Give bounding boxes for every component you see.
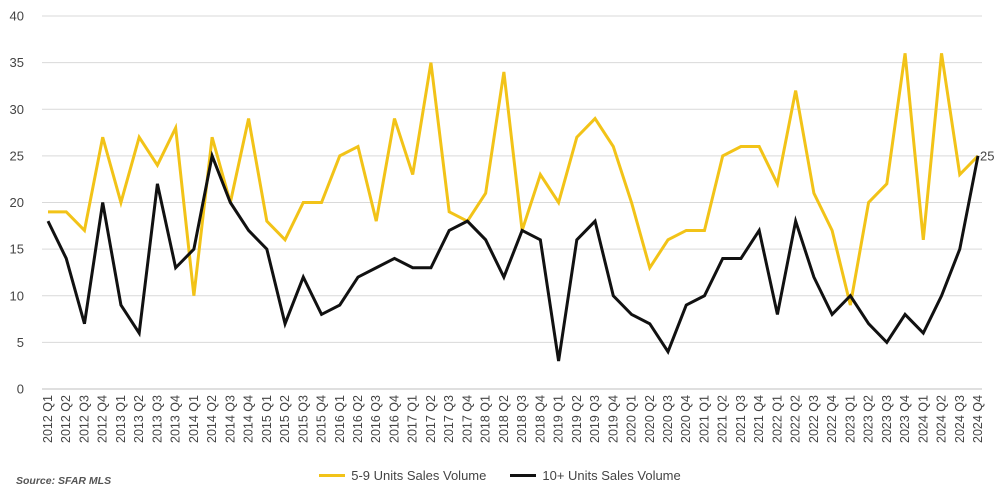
y-tick-label: 10 bbox=[10, 288, 24, 303]
y-tick-label: 25 bbox=[10, 148, 24, 163]
x-tick-label: 2014 Q3 bbox=[223, 395, 237, 443]
gridlines bbox=[42, 15, 982, 343]
legend-swatch-yellow bbox=[319, 474, 346, 477]
x-tick-label: 2021 Q1 bbox=[697, 395, 711, 443]
x-tick-label: 2017 Q4 bbox=[460, 395, 474, 443]
y-tick-label: 30 bbox=[10, 102, 24, 117]
x-tick-label: 2018 Q3 bbox=[515, 395, 529, 443]
x-tick-label: 2016 Q1 bbox=[333, 395, 347, 443]
x-tick-label: 2021 Q2 bbox=[716, 395, 730, 443]
x-tick-label: 2016 Q4 bbox=[387, 395, 401, 443]
x-tick-label: 2015 Q4 bbox=[315, 395, 329, 443]
legend-item-10-plus-units: 10+ Units Sales Volume bbox=[510, 468, 681, 483]
x-tick-label: 2016 Q3 bbox=[369, 395, 383, 443]
x-tick-label: 2017 Q2 bbox=[424, 395, 438, 443]
x-tick-label: 2020 Q3 bbox=[661, 395, 675, 443]
x-tick-label: 2013 Q2 bbox=[132, 395, 146, 443]
x-tick-label: 2023 Q2 bbox=[862, 395, 876, 443]
y-tick-label: 35 bbox=[10, 55, 24, 70]
legend-label-10-plus-units: 10+ Units Sales Volume bbox=[542, 468, 681, 483]
x-tick-label: 2013 Q1 bbox=[114, 395, 128, 443]
y-axis-tick-labels: 0 5 10 15 20 25 30 35 40 bbox=[10, 9, 24, 397]
end-value-label: 25 bbox=[980, 148, 994, 163]
x-tick-label: 2015 Q1 bbox=[260, 395, 274, 443]
x-tick-label: 2024 Q4 bbox=[971, 395, 985, 443]
x-tick-label: 2022 Q1 bbox=[770, 395, 784, 443]
legend-item-5-9-units: 5-9 Units Sales Volume bbox=[319, 468, 486, 483]
x-tick-label: 2014 Q1 bbox=[187, 395, 201, 443]
x-tick-label: 2021 Q4 bbox=[752, 395, 766, 443]
x-tick-label: 2021 Q3 bbox=[734, 395, 748, 443]
x-tick-label: 2014 Q4 bbox=[242, 395, 256, 443]
x-tick-label: 2017 Q3 bbox=[442, 395, 456, 443]
x-tick-label: 2019 Q4 bbox=[606, 395, 620, 443]
x-tick-label: 2024 Q2 bbox=[935, 395, 949, 443]
x-tick-label: 2013 Q4 bbox=[169, 395, 183, 443]
x-tick-label: 2017 Q1 bbox=[406, 395, 420, 443]
legend-label-5-9-units: 5-9 Units Sales Volume bbox=[351, 468, 487, 483]
x-tick-label: 2022 Q4 bbox=[825, 395, 839, 443]
x-tick-label: 2019 Q3 bbox=[588, 395, 602, 443]
x-tick-label: 2024 Q1 bbox=[916, 395, 930, 443]
x-tick-label: 2022 Q2 bbox=[789, 395, 803, 443]
series-line-1 bbox=[46, 150, 980, 362]
x-tick-label: 2018 Q4 bbox=[533, 395, 547, 443]
x-tick-label: 2020 Q1 bbox=[625, 395, 639, 443]
x-tick-label: 2022 Q3 bbox=[807, 395, 821, 443]
y-tick-label: 0 bbox=[17, 382, 24, 397]
y-tick-label: 40 bbox=[10, 9, 24, 24]
x-tick-label: 2012 Q4 bbox=[96, 395, 110, 443]
x-tick-label: 2012 Q3 bbox=[77, 395, 91, 443]
legend-swatch-black bbox=[510, 474, 537, 477]
x-tick-label: 2024 Q3 bbox=[953, 395, 967, 443]
y-tick-label: 20 bbox=[10, 195, 24, 210]
x-tick-label: 2023 Q1 bbox=[843, 395, 857, 443]
x-tick-label: 2023 Q4 bbox=[898, 395, 912, 443]
x-axis-tick-labels: 2012 Q1 2012 Q2 2012 Q3 2012 Q4 2013 Q1 2013 … bbox=[41, 395, 985, 443]
x-tick-label: 2012 Q1 bbox=[41, 395, 55, 443]
x-tick-label: 2019 Q2 bbox=[570, 395, 584, 443]
x-tick-label: 2015 Q3 bbox=[296, 395, 310, 443]
y-tick-label: 15 bbox=[10, 242, 24, 257]
x-tick-label: 2016 Q2 bbox=[351, 395, 365, 443]
x-tick-label: 2018 Q1 bbox=[479, 395, 493, 443]
x-tick-label: 2013 Q3 bbox=[150, 395, 164, 443]
x-tick-label: 2015 Q2 bbox=[278, 395, 292, 443]
source-note: Source: SFAR MLS bbox=[16, 475, 112, 487]
x-tick-label: 2018 Q2 bbox=[497, 395, 511, 443]
x-tick-label: 2019 Q1 bbox=[552, 395, 566, 443]
series-line-0 bbox=[48, 53, 980, 306]
x-tick-label: 2023 Q3 bbox=[880, 395, 894, 443]
x-tick-label: 2014 Q2 bbox=[205, 395, 219, 443]
legend: 5-9 Units Sales Volume 10+ Units Sales V… bbox=[0, 468, 1000, 483]
x-tick-label: 2020 Q4 bbox=[679, 395, 693, 443]
x-tick-label: 2012 Q2 bbox=[59, 395, 73, 443]
x-tick-label: 2020 Q2 bbox=[643, 395, 657, 443]
series-lines bbox=[46, 53, 980, 362]
y-tick-label: 5 bbox=[17, 335, 24, 350]
